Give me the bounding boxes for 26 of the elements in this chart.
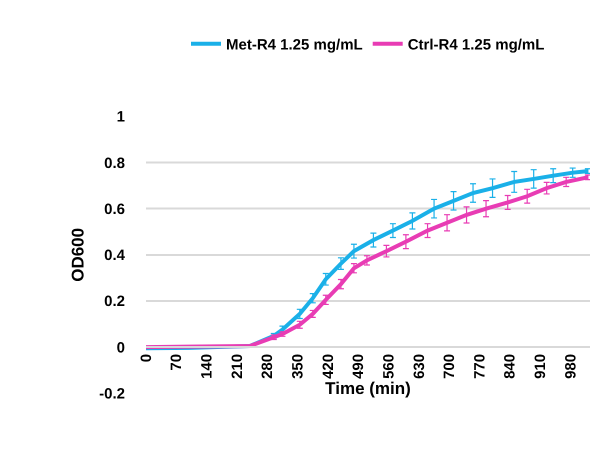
- y-tick-label: 0.2: [104, 293, 125, 310]
- y-tick-label: 0: [116, 339, 125, 356]
- y-tick-label: 0.8: [104, 154, 125, 172]
- y-tick-label: -0.2: [99, 386, 125, 403]
- y-tick-label: 0.6: [104, 200, 125, 218]
- x-tick-label: 350: [289, 354, 306, 379]
- x-tick-label: 420: [320, 354, 337, 379]
- x-tick-label: 770: [471, 354, 488, 379]
- x-axis-title: Time (min): [325, 378, 411, 398]
- legend-label: Ctrl-R4 1.25 mg/mL: [408, 36, 544, 54]
- y-tick-label: 1: [116, 108, 125, 126]
- y-tick-label: 0.4: [104, 247, 126, 264]
- x-tick-label: 280: [259, 354, 276, 379]
- x-tick-label: 630: [410, 354, 428, 379]
- x-tick-label: 840: [502, 354, 519, 379]
- x-tick-label: 910: [532, 354, 550, 379]
- x-tick-label: 140: [198, 354, 216, 379]
- x-tick-label: 0: [138, 354, 155, 362]
- legend-label: Met-R4 1.25 mg/mL: [226, 36, 363, 54]
- x-tick-label: 700: [441, 354, 458, 379]
- y-axis-title: OD600: [68, 228, 88, 282]
- x-tick-label: 490: [350, 354, 368, 379]
- x-tick-label: 980: [562, 354, 580, 379]
- x-tick-label: 560: [380, 354, 398, 379]
- x-tick-label: 210: [228, 354, 246, 379]
- x-tick-label: 70: [168, 354, 186, 371]
